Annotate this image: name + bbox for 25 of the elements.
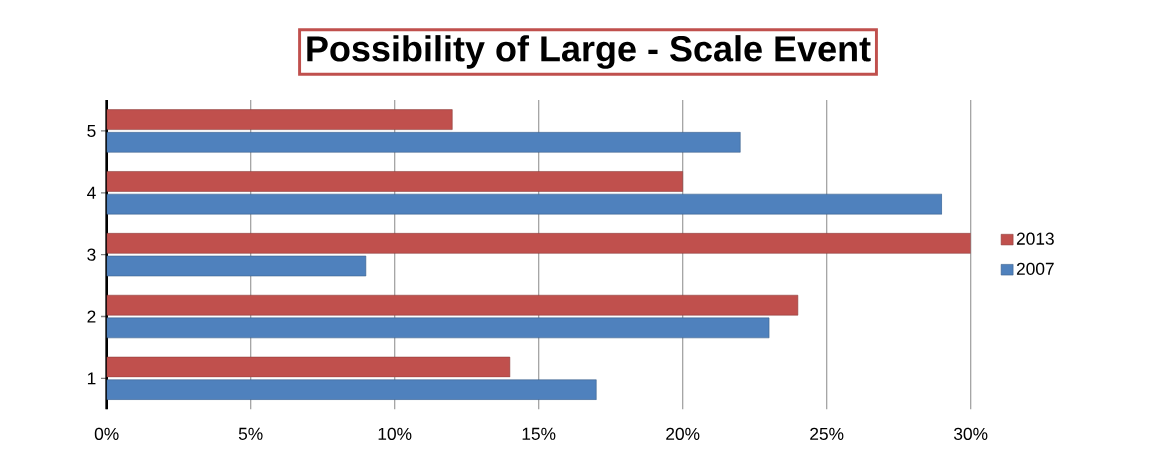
- x-tick-label: 20%: [666, 427, 700, 441]
- bar: [106, 132, 741, 153]
- bar: [106, 193, 943, 215]
- legend-label: 2013: [1016, 232, 1054, 245]
- bar: [106, 317, 770, 339]
- bar: [106, 233, 971, 254]
- y-tick-label: 4: [87, 186, 96, 199]
- bar: [106, 109, 453, 130]
- x-tick-label: 15%: [522, 427, 556, 440]
- x-tick-label: 5%: [238, 427, 263, 440]
- y-tick-label: 3: [87, 248, 96, 261]
- x-tick-label: 0%: [94, 427, 119, 441]
- chart-title: Possibility of Large - Scale Event: [307, 35, 871, 69]
- y-tick-label: 5: [87, 124, 96, 137]
- bar: [106, 171, 683, 192]
- x-tick-label: 30%: [954, 427, 988, 441]
- bar: [106, 294, 799, 316]
- y-tick-label: 2: [87, 310, 96, 323]
- bar: [106, 379, 597, 401]
- y-tick-label: 1: [87, 372, 96, 385]
- legend-label: 2007: [1016, 262, 1054, 275]
- x-tick-label: 25%: [810, 427, 844, 441]
- bar: [106, 356, 511, 378]
- bar: [106, 255, 367, 277]
- x-tick-label: 10%: [378, 427, 412, 441]
